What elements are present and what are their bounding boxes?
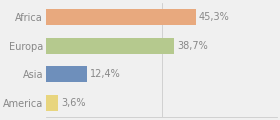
- Text: 3,6%: 3,6%: [61, 98, 85, 108]
- Bar: [46, 38, 174, 54]
- Text: 12,4%: 12,4%: [90, 69, 121, 79]
- Bar: [46, 66, 87, 82]
- Text: 38,7%: 38,7%: [177, 41, 208, 51]
- Text: 45,3%: 45,3%: [199, 12, 230, 22]
- Bar: [46, 9, 195, 25]
- Bar: [46, 95, 58, 111]
